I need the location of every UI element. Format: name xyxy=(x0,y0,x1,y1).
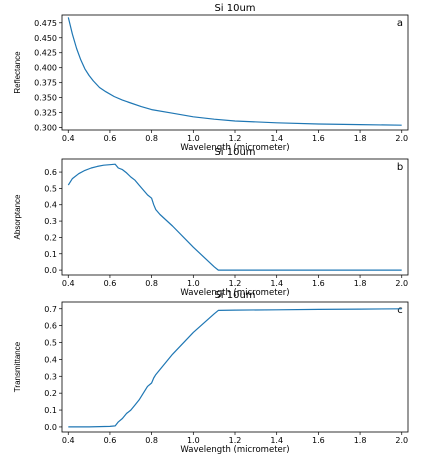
y-tick-label: 0.475 xyxy=(34,19,57,28)
x-axis-label: Wavelength (micrometer) xyxy=(180,445,289,455)
x-tick-label: 1.8 xyxy=(354,436,367,445)
x-tick-label: 1.0 xyxy=(187,279,200,288)
x-tick-label: 1.6 xyxy=(312,436,325,445)
x-tick-label: 0.4 xyxy=(62,279,75,288)
plot-frame xyxy=(61,158,409,276)
y-tick-label: 0.450 xyxy=(34,34,57,43)
y-tick-label: 0.400 xyxy=(34,64,57,73)
x-tick-label: 0.8 xyxy=(145,279,158,288)
y-tick-label: 0.5 xyxy=(44,339,57,348)
chart-panel-c: Si 10um 0.4 0.6 0.8 1.0 1.2 1.4 1.6 1.8 2.0 0.0 0.1… xyxy=(13,290,409,455)
series-line xyxy=(67,17,402,126)
chart-panel-a: Si 10um 0.4 0.6 0.8 1.0 1.2 1.4 1.6 1.8 2.0 0.300 0… xyxy=(13,3,409,153)
x-tick-label: 2.0 xyxy=(395,436,408,445)
y-tick-label: 0.2 xyxy=(44,233,57,242)
panel-letter: c xyxy=(397,305,403,316)
x-tick-label: 1.8 xyxy=(354,134,367,143)
x-tick-label: 1.4 xyxy=(270,134,283,143)
x-tick-label: 0.6 xyxy=(104,436,117,445)
plot-frame xyxy=(61,14,409,131)
x-tick-label: 0.4 xyxy=(62,134,75,143)
x-tick-label: 1.2 xyxy=(229,134,242,143)
x-tick-label: 0.8 xyxy=(145,134,158,143)
y-tick-label: 0.375 xyxy=(34,79,57,88)
series-line xyxy=(68,308,402,428)
x-axis-label: Wavelength (micrometer) xyxy=(180,143,289,153)
x-tick-label: 0.6 xyxy=(104,134,117,143)
y-tick-label: 0.3 xyxy=(44,372,57,381)
chart-title: Si 10um xyxy=(214,147,255,158)
y-tick-label: 0.4 xyxy=(44,355,57,364)
y-tick-label: 0.1 xyxy=(44,406,57,415)
y-axis-label: Reflectance xyxy=(13,51,22,94)
x-tick-label: 2.0 xyxy=(395,279,408,288)
y-tick-label: 0.6 xyxy=(44,322,57,331)
x-tick-label: 1.6 xyxy=(312,279,325,288)
y-axis-label: Transmittance xyxy=(13,341,22,392)
panel-letter: b xyxy=(397,162,403,173)
x-tick-label: 1.6 xyxy=(312,134,325,143)
x-tick-label: 0.4 xyxy=(62,436,75,445)
x-tick-label: 1.4 xyxy=(270,436,283,445)
x-tick-label: 1.2 xyxy=(229,279,242,288)
y-tick-label: 0.325 xyxy=(34,109,57,118)
y-tick-label: 0.0 xyxy=(44,423,57,432)
y-axis-label: Absorptance xyxy=(13,194,22,239)
y-tick-label: 0.7 xyxy=(44,305,57,314)
chart-title: Si 10um xyxy=(214,290,255,301)
y-tick-label: 0.3 xyxy=(44,217,57,226)
x-tick-label: 2.0 xyxy=(395,134,408,143)
x-tick-label: 0.6 xyxy=(104,279,117,288)
series-line xyxy=(67,163,402,271)
y-tick-label: 0.6 xyxy=(44,168,57,177)
x-tick-label: 1.4 xyxy=(270,279,283,288)
y-tick-label: 0.300 xyxy=(34,124,57,133)
x-axis-label: Wavelength (micrometer) xyxy=(180,288,289,298)
y-tick-label: 0.0 xyxy=(44,266,57,275)
plot-frame xyxy=(61,301,409,433)
x-tick-label: 1.0 xyxy=(187,134,200,143)
panel-letter: a xyxy=(397,18,403,29)
y-tick-label: 0.1 xyxy=(44,250,57,259)
x-tick-label: 0.8 xyxy=(145,436,158,445)
x-tick-label: 1.8 xyxy=(354,279,367,288)
y-tick-label: 0.4 xyxy=(44,201,57,210)
x-tick-label: 1.0 xyxy=(187,436,200,445)
y-tick-label: 0.425 xyxy=(34,49,57,58)
y-tick-label: 0.350 xyxy=(34,94,57,103)
chart-panel-b: Si 10um 0.4 0.6 0.8 1.0 1.2 1.4 1.6 1.8 2.0 0.0 0.1… xyxy=(13,147,409,298)
y-tick-label: 0.2 xyxy=(44,389,57,398)
x-tick-label: 1.2 xyxy=(229,436,242,445)
y-tick-label: 0.5 xyxy=(44,184,57,193)
chart-title: Si 10um xyxy=(214,3,255,14)
